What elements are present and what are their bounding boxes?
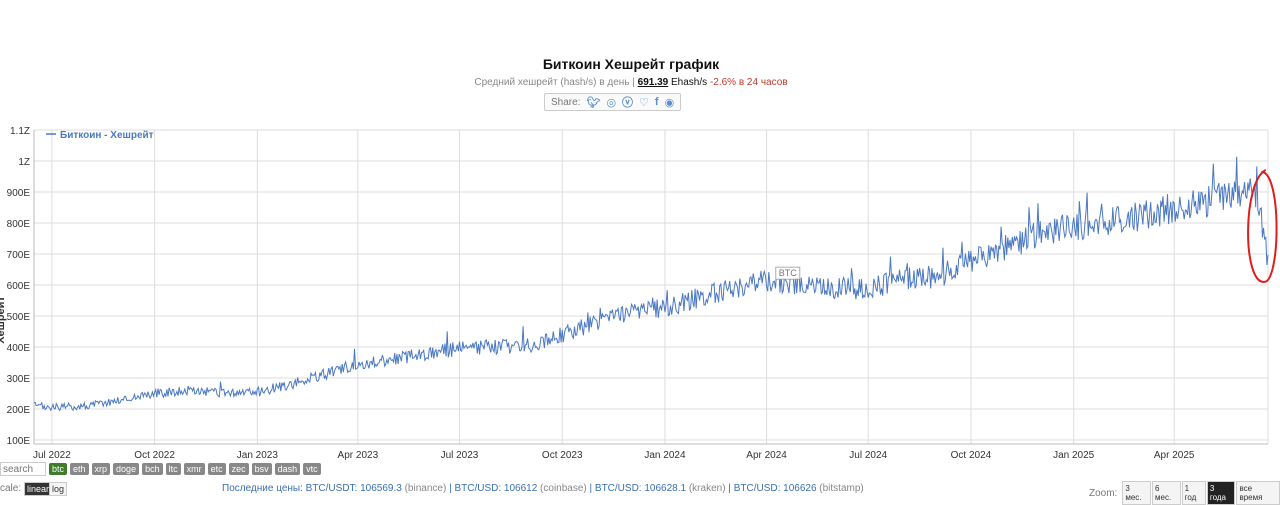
- price-pair[interactable]: BTC/USDT: 106569.3: [305, 483, 402, 494]
- hashrate-unit: Ehash/s: [671, 77, 708, 88]
- x-tick-label: Oct 2024: [951, 450, 992, 460]
- x-tick-label: Jan 2024: [644, 450, 686, 460]
- coin-vtc[interactable]: vtc: [303, 463, 321, 475]
- x-tick-label: Oct 2023: [542, 450, 583, 460]
- zoom-option-button[interactable]: 3 года: [1206, 481, 1236, 505]
- zoom-option-button[interactable]: все время: [1236, 481, 1280, 505]
- coin-etc[interactable]: etc: [207, 463, 226, 475]
- coin-xrp[interactable]: xrp: [91, 463, 111, 475]
- share-label: Share:: [551, 96, 581, 108]
- zoom-option-button[interactable]: 6 мес.: [1152, 481, 1181, 505]
- chart-title: Биткоин Хешрейт график: [542, 56, 720, 72]
- chart-axes: [33, 130, 1269, 445]
- price-exchange: (binance): [401, 483, 447, 494]
- x-tick-label: Oct 2022: [134, 450, 175, 460]
- x-tick-label: Jan 2023: [237, 450, 279, 460]
- y-tick-label: 1.1Z: [10, 126, 30, 137]
- chart-series: [33, 156, 1269, 412]
- coin-bsv[interactable]: bsv: [251, 463, 272, 475]
- scale-log-button[interactable]: log: [49, 482, 68, 496]
- zoom-label: Zoom:: [1089, 487, 1118, 499]
- coin-list: btc eth xrp doge bch ltc xmr etc zec bsv dash vtc: [46, 463, 321, 475]
- scale-linear-button[interactable]: linear: [24, 482, 53, 496]
- zoom-option-button[interactable]: 3 мес.: [1122, 481, 1151, 505]
- x-tick-label: Jul 2023: [441, 450, 479, 460]
- vk-icon[interactable]: ⓥ: [622, 97, 634, 109]
- y-tick-label: 1Z: [18, 157, 30, 168]
- price-exchange: (coinbase): [537, 483, 587, 494]
- annotation-label: BTC: [779, 268, 798, 278]
- annotation-box: [775, 266, 801, 280]
- legend-label: Биткоин - Хешрейт: [60, 130, 154, 141]
- prices-label: Последние цены:: [222, 483, 306, 494]
- subtitle-prefix: Средний хешрейт (hash/s) в день |: [474, 77, 635, 88]
- zoom-option-button[interactable]: 1 год: [1181, 481, 1206, 505]
- y-axis-title: Хешрейт: [0, 296, 7, 344]
- coin-eth[interactable]: eth: [70, 463, 89, 475]
- zoom-controls: Zoom: 3 мес. 6 мес. 1 год 3 года все время: [1089, 481, 1280, 505]
- like-icon[interactable]: ♡: [639, 96, 649, 109]
- price-exchange: (bitstamp): [816, 483, 864, 494]
- coin-dash[interactable]: dash: [274, 463, 301, 475]
- x-tick-label: Jul 2022: [33, 450, 71, 460]
- coin-ltc[interactable]: ltc: [165, 463, 181, 475]
- y-tick-label: 400E: [7, 343, 31, 354]
- coin-xmr[interactable]: xmr: [183, 463, 205, 475]
- chart-ticks: 100E 200E 300E 400E 500E 600E 700E 800E 900E 1Z 1.…: [0, 126, 1195, 460]
- chart-grid: [34, 129, 1268, 444]
- x-tick-label: Jul 2024: [849, 450, 887, 460]
- reddit-icon[interactable]: ◎: [606, 96, 617, 109]
- search-input[interactable]: [0, 462, 46, 476]
- x-tick-label: Apr 2023: [338, 450, 379, 460]
- highlight-ellipse: [1247, 168, 1278, 283]
- hashrate-change: -2.6% в 24 часов: [709, 77, 788, 88]
- coin-doge[interactable]: doge: [113, 463, 140, 475]
- share-bar: Share: 🐦︎ ◎ ⓥ ♡ f ◉: [544, 93, 682, 111]
- footer-bar: cale: linear log Последние цены: BTC/USD…: [0, 481, 1280, 505]
- chart-subtitle: Средний хешрейт (hash/s) в день | 691.39…: [0, 77, 1262, 88]
- y-tick-label: 300E: [7, 374, 31, 385]
- hashrate-chart: 100E 200E 300E 400E 500E 600E 700E 800E 900E 1Z 1.…: [0, 126, 1278, 460]
- y-tick-label: 600E: [7, 281, 31, 292]
- coin-zec[interactable]: zec: [228, 463, 249, 475]
- scale-label: cale:: [0, 483, 22, 494]
- weibo-icon[interactable]: ◉: [664, 96, 675, 109]
- y-tick-label: 800E: [7, 219, 31, 230]
- coin-bch[interactable]: bch: [142, 463, 163, 475]
- x-tick-label: Jan 2025: [1053, 450, 1095, 460]
- twitter-icon[interactable]: 🐦︎: [586, 96, 601, 109]
- x-tick-label: Apr 2025: [1154, 450, 1195, 460]
- x-tick-label: Apr 2024: [746, 450, 787, 460]
- facebook-icon[interactable]: f: [654, 96, 659, 108]
- y-tick-label: 100E: [7, 436, 31, 447]
- price-pair[interactable]: BTC/USD: 106628.1: [594, 483, 687, 494]
- current-hashrate-value[interactable]: 691.39: [637, 77, 669, 88]
- chart-overlay: Биткоин - Хешрейт BTC: [46, 130, 1278, 283]
- price-pair[interactable]: BTC/USD: 106626: [733, 483, 817, 494]
- y-tick-label: 700E: [7, 250, 31, 261]
- y-tick-label: 900E: [7, 188, 31, 199]
- price-exchange: (kraken): [686, 483, 726, 494]
- latest-prices: Последние цены: BTC/USDT: 106569.3 (bina…: [222, 483, 864, 494]
- y-tick-label: 500E: [7, 312, 31, 323]
- series-line: [33, 156, 1269, 412]
- price-pair[interactable]: BTC/USD: 106612: [454, 483, 538, 494]
- y-tick-label: 200E: [7, 405, 31, 416]
- coin-btc[interactable]: btc: [49, 463, 68, 475]
